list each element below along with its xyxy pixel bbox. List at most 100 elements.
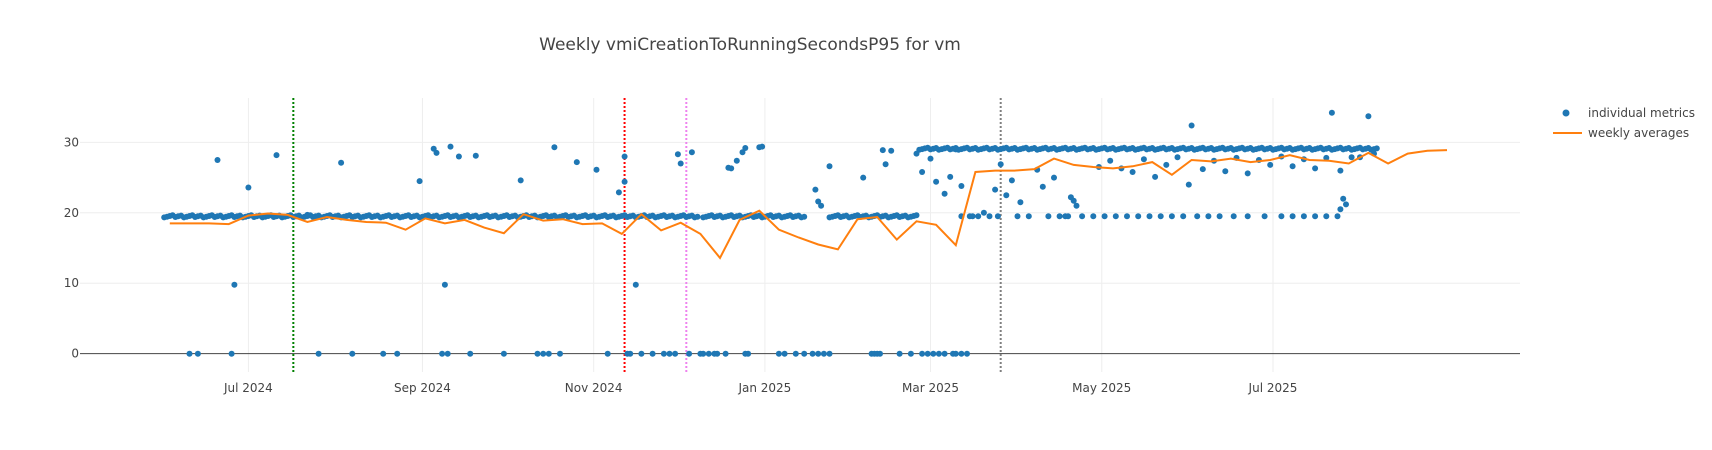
data-point (1129, 169, 1136, 175)
data-point (627, 350, 634, 357)
data-point (952, 350, 959, 357)
data-point (980, 209, 987, 216)
data-point (930, 350, 937, 357)
data-point (1070, 197, 1077, 204)
x-tick-label: May 2025 (1072, 381, 1131, 395)
x-tick-label: Jan 2025 (737, 381, 791, 395)
weekly-average-line (169, 149, 1448, 260)
data-point (677, 160, 684, 167)
data-point (941, 350, 948, 357)
data-point (924, 350, 931, 357)
data-point (688, 149, 695, 156)
data-point (1146, 213, 1153, 220)
data-point (952, 146, 959, 153)
data-point (815, 350, 822, 357)
data-point (1101, 213, 1108, 220)
data-point (540, 350, 547, 357)
data-point (812, 186, 819, 193)
data-point (882, 161, 889, 168)
data-point (711, 350, 718, 357)
data-point (231, 281, 238, 288)
data-point (1090, 213, 1097, 220)
data-point (1112, 213, 1119, 220)
x-tick-label: Sep 2024 (394, 381, 451, 395)
data-point (826, 163, 833, 170)
data-point (1140, 156, 1147, 163)
data-point (992, 186, 999, 193)
data-point (551, 144, 558, 151)
x-tick-label: Nov 2024 (565, 381, 623, 395)
data-point (338, 159, 345, 166)
data-point (896, 350, 903, 357)
data-point (927, 155, 934, 162)
data-point (775, 350, 782, 357)
data-point (1045, 213, 1052, 220)
data-point (1039, 183, 1046, 190)
data-point (815, 198, 822, 205)
data-point (214, 157, 221, 163)
data-point (1278, 213, 1285, 220)
legend[interactable]: individual metrics weekly averages (1553, 106, 1695, 140)
data-point (888, 147, 895, 154)
data-point (1017, 199, 1024, 206)
data-point (573, 159, 580, 166)
data-point (315, 350, 322, 357)
data-point (694, 213, 701, 220)
data-point (1261, 213, 1268, 220)
data-point (228, 350, 235, 357)
y-tick-label: 0 (71, 347, 79, 361)
data-point (447, 143, 454, 150)
data-point (349, 350, 356, 357)
data-point (304, 211, 311, 218)
data-point (1312, 213, 1319, 220)
data-point (964, 350, 970, 357)
data-point (1348, 154, 1355, 161)
data-point (1205, 213, 1212, 220)
data-point (660, 350, 667, 357)
data-point (1230, 213, 1237, 220)
data-point (792, 350, 799, 357)
data-point (1056, 213, 1063, 220)
data-point (1328, 109, 1335, 116)
data-point (1163, 161, 1170, 168)
data-point (1373, 145, 1380, 152)
data-point (801, 213, 808, 220)
x-tick-label: Jul 2024 (223, 381, 273, 395)
chart-title: Weekly vmiCreationToRunningSecondsP95 fo… (539, 35, 961, 55)
data-point (818, 202, 825, 209)
legend-label-weekly-averages: weekly averages (1588, 126, 1689, 140)
data-point (433, 149, 440, 156)
data-point (674, 151, 681, 158)
data-point (545, 350, 552, 357)
data-point (444, 350, 451, 357)
legend-label-individual-metrics: individual metrics (1588, 106, 1695, 120)
data-point (1323, 213, 1330, 220)
x-tick-label: Mar 2025 (902, 381, 959, 395)
event-markers (292, 98, 1002, 372)
data-point (1244, 213, 1251, 220)
data-point (1289, 213, 1296, 220)
data-point (994, 213, 1001, 220)
data-point (194, 350, 201, 357)
data-point (1185, 181, 1192, 188)
data-point (826, 350, 833, 357)
data-point (500, 350, 507, 357)
data-point (1008, 177, 1015, 184)
data-point (1334, 213, 1341, 220)
data-point (969, 213, 976, 220)
y-tick-label: 30 (64, 135, 79, 149)
data-point (1065, 213, 1072, 220)
data-point (604, 350, 611, 357)
data-point (1157, 213, 1164, 220)
data-point (1174, 154, 1181, 161)
data-point (809, 350, 816, 357)
data-point (380, 350, 387, 357)
data-point (733, 157, 740, 164)
data-point (1025, 213, 1032, 220)
data-point (439, 350, 446, 357)
data-point (907, 350, 914, 357)
data-point (1340, 195, 1347, 202)
data-point (781, 350, 788, 357)
data-point (1312, 165, 1319, 172)
data-point (1222, 168, 1229, 175)
